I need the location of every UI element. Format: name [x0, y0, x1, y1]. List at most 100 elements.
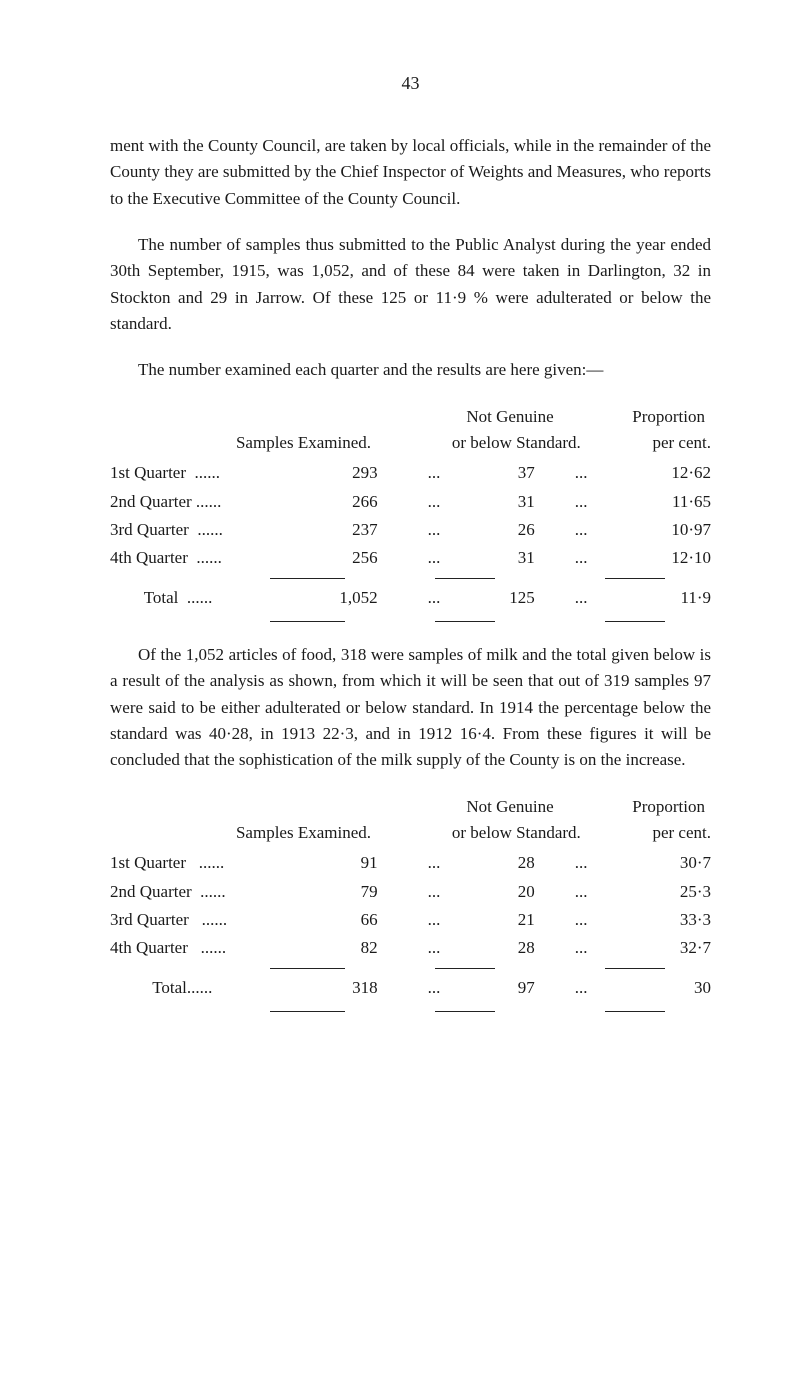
- row-dots: ...: [575, 907, 614, 933]
- row-label: 2nd Quarter ......: [110, 489, 266, 515]
- row-not-genuine-total: 125: [467, 585, 575, 611]
- row-dots: ...: [428, 907, 467, 933]
- row-dots: ...: [428, 489, 467, 515]
- table-quarters-1: Not Genuine Proportion Samples Examined.…: [110, 404, 711, 622]
- header-samples-examined: Samples Examined.: [206, 820, 452, 846]
- row-not-genuine: 20: [467, 879, 575, 905]
- row-dots: ...: [575, 545, 614, 571]
- header-per-cent: per cent.: [596, 430, 711, 456]
- row-proportion: 33·3: [614, 907, 711, 933]
- row-label: 4th Quarter ......: [110, 545, 266, 571]
- row-not-genuine: 31: [467, 489, 575, 515]
- row-dots: ...: [575, 935, 614, 961]
- row-not-genuine: 28: [467, 935, 575, 961]
- row-not-genuine: 31: [467, 545, 575, 571]
- row-proportion: 11·65: [614, 489, 711, 515]
- row-dots: ...: [428, 585, 467, 611]
- table-total-row: Total ...... 1,052 ... 125 ... 11·9: [110, 585, 711, 611]
- row-dots: ...: [428, 879, 467, 905]
- header-proportion: Proportion: [585, 404, 705, 430]
- header-proportion: Proportion: [585, 794, 705, 820]
- row-dots: ...: [575, 460, 614, 486]
- table-header-top: Not Genuine Proportion: [110, 404, 711, 430]
- table-row: 4th Quarter ...... 82 ... 28 ... 32·7: [110, 935, 711, 961]
- rule: [270, 578, 345, 579]
- row-proportion: 32·7: [614, 935, 711, 961]
- row-not-genuine-total: 97: [467, 975, 575, 1001]
- row-dots: ...: [575, 517, 614, 543]
- row-dots: ...: [428, 850, 467, 876]
- row-samples: 91: [266, 850, 428, 876]
- rule: [605, 1011, 665, 1012]
- row-not-genuine: 26: [467, 517, 575, 543]
- document-page: 43 ment with the County Council, are tak…: [0, 0, 801, 1072]
- rule: [435, 621, 495, 622]
- row-samples: 293: [266, 460, 428, 486]
- rule: [605, 621, 665, 622]
- header-samples-examined: Samples Examined.: [206, 430, 452, 456]
- paragraph-2: The number of samples thus submitted to …: [110, 232, 711, 337]
- row-samples: 237: [266, 517, 428, 543]
- row-not-genuine: 21: [467, 907, 575, 933]
- paragraph-3: The number examined each quarter and the…: [110, 357, 711, 383]
- table-row: 2nd Quarter ...... 79 ... 20 ... 25·3: [110, 879, 711, 905]
- table-row: 3rd Quarter ...... 237 ... 26 ... 10·97: [110, 517, 711, 543]
- header-spacer: [110, 794, 270, 820]
- row-proportion-total: 11·9: [614, 585, 711, 611]
- page-number: 43: [110, 70, 711, 98]
- table-header-top: Not Genuine Proportion: [110, 794, 711, 820]
- rule: [605, 578, 665, 579]
- table-row: 1st Quarter ...... 293 ... 37 ... 12·62: [110, 460, 711, 486]
- row-label: 1st Quarter ......: [110, 460, 266, 486]
- row-proportion: 25·3: [614, 879, 711, 905]
- row-samples: 256: [266, 545, 428, 571]
- row-label: 4th Quarter ......: [110, 935, 266, 961]
- rule: [270, 621, 345, 622]
- row-dots: ...: [575, 850, 614, 876]
- table-header-bottom: Samples Examined. or below Standard. per…: [110, 430, 711, 456]
- rule: [435, 968, 495, 969]
- header-spacer: [270, 404, 435, 430]
- header-per-cent: per cent.: [596, 820, 711, 846]
- row-dots: ...: [428, 935, 467, 961]
- rule: [435, 1011, 495, 1012]
- header-spacer: [110, 404, 270, 430]
- header-spacer: [110, 430, 206, 456]
- table-rule-row: [110, 574, 711, 579]
- row-dots: ...: [575, 489, 614, 515]
- header-not-genuine: Not Genuine: [435, 404, 585, 430]
- row-proportion: 30·7: [614, 850, 711, 876]
- row-dots: ...: [575, 879, 614, 905]
- row-proportion: 10·97: [614, 517, 711, 543]
- paragraph-4: Of the 1,052 articles of food, 318 were …: [110, 642, 711, 774]
- row-dots: ...: [428, 517, 467, 543]
- rule: [270, 1011, 345, 1012]
- table-row: 3rd Quarter ...... 66 ... 21 ... 33·3: [110, 907, 711, 933]
- row-dots: ...: [428, 975, 467, 1001]
- table-rule-row: [110, 964, 711, 969]
- row-label: 3rd Quarter ......: [110, 517, 266, 543]
- table-row: 4th Quarter ...... 256 ... 31 ... 12·10: [110, 545, 711, 571]
- header-spacer: [110, 820, 206, 846]
- rule: [435, 578, 495, 579]
- row-samples: 266: [266, 489, 428, 515]
- paragraph-1: ment with the County Council, are taken …: [110, 133, 711, 212]
- row-not-genuine: 37: [467, 460, 575, 486]
- row-dots: ...: [575, 975, 614, 1001]
- row-label: 2nd Quarter ......: [110, 879, 266, 905]
- header-below-standard: or below Standard.: [452, 430, 596, 456]
- row-samples: 79: [266, 879, 428, 905]
- row-not-genuine: 28: [467, 850, 575, 876]
- row-label: 3rd Quarter ......: [110, 907, 266, 933]
- table-row: 1st Quarter ...... 91 ... 28 ... 30·7: [110, 850, 711, 876]
- row-samples: 66: [266, 907, 428, 933]
- row-dots: ...: [575, 585, 614, 611]
- table-row: 2nd Quarter ...... 266 ... 31 ... 11·65: [110, 489, 711, 515]
- row-proportion-total: 30: [614, 975, 711, 1001]
- table-quarters-2: Not Genuine Proportion Samples Examined.…: [110, 794, 711, 1012]
- table-rule-row: [110, 1007, 711, 1012]
- row-label: 1st Quarter ......: [110, 850, 266, 876]
- row-dots: ...: [428, 545, 467, 571]
- rule: [270, 968, 345, 969]
- row-samples-total: 1,052: [266, 585, 428, 611]
